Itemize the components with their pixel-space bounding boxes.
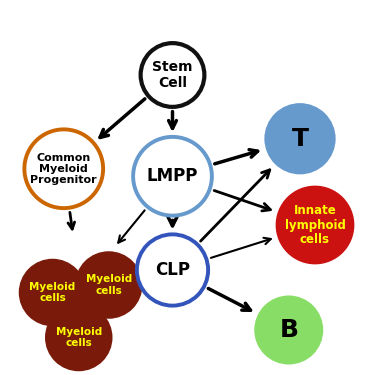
Text: Myeloid
cells: Myeloid cells bbox=[56, 327, 102, 348]
Circle shape bbox=[45, 304, 112, 371]
Circle shape bbox=[133, 137, 212, 216]
Circle shape bbox=[264, 103, 336, 174]
Text: B: B bbox=[279, 318, 298, 342]
Text: Myeloid
cells: Myeloid cells bbox=[29, 282, 76, 303]
Text: T: T bbox=[291, 127, 309, 151]
Circle shape bbox=[276, 186, 354, 264]
Text: LMPP: LMPP bbox=[147, 167, 198, 185]
Text: Stem
Cell: Stem Cell bbox=[152, 60, 193, 90]
Circle shape bbox=[19, 259, 86, 326]
Circle shape bbox=[254, 296, 323, 364]
Circle shape bbox=[24, 129, 103, 208]
Text: Innate
lymphoid
cells: Innate lymphoid cells bbox=[285, 204, 345, 246]
Circle shape bbox=[75, 251, 142, 319]
Circle shape bbox=[141, 43, 204, 107]
Circle shape bbox=[137, 234, 208, 306]
Text: Common
Myeloid
Progenitor: Common Myeloid Progenitor bbox=[30, 153, 97, 185]
Text: CLP: CLP bbox=[155, 261, 190, 279]
Text: Myeloid
cells: Myeloid cells bbox=[86, 274, 132, 296]
